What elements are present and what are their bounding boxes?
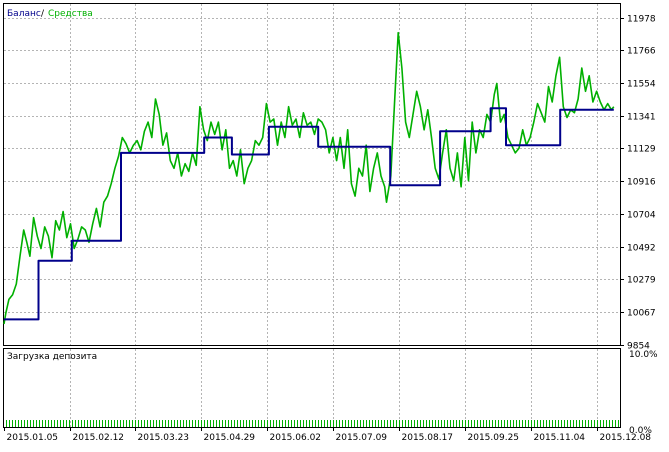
lower-panel-top-label: 10.0% <box>629 350 658 360</box>
x-tick-label: 2015.02.12 <box>73 433 125 443</box>
lower-plot-frame <box>3 348 621 428</box>
y-tick-label: 9854 <box>627 342 650 352</box>
x-tick-label: 2015.01.05 <box>7 433 59 443</box>
y-tick-label: 11129 <box>627 145 656 155</box>
x-tick-label: 2015.11.04 <box>534 433 586 443</box>
y-tick-label: 10704 <box>627 211 656 221</box>
x-tick-label: 2015.07.09 <box>336 433 388 443</box>
series-layer <box>3 31 615 325</box>
equity-line <box>3 31 615 325</box>
lower-panel-bottom-label: 0.0% <box>629 426 652 436</box>
y-tick-label: 10067 <box>627 309 656 319</box>
y-tick-label: 10916 <box>627 178 656 188</box>
lower-panel-title: Загрузка депозита <box>7 352 97 362</box>
lower-grid <box>70 349 598 427</box>
legend-separator: / <box>41 9 45 19</box>
y-tick-label: 11341 <box>627 113 656 123</box>
x-axis-ticks: 2015.01.05 2015.02.12 2015.03.23 2015.04.29… <box>4 427 652 443</box>
x-tick-label: 2015.12.08 <box>600 433 652 443</box>
x-tick-label: 2015.08.17 <box>402 433 454 443</box>
legend-balance: Баланс <box>7 9 41 19</box>
y-tick-label: 11766 <box>627 47 656 57</box>
y-tick-label: 11978 <box>627 15 656 25</box>
y-axis-ticks: 11978 11766 11554 11341 11129 10916 10704 10492… <box>620 15 656 352</box>
deposit-load-bars <box>6 420 619 427</box>
x-tick-label: 2015.04.29 <box>204 433 256 443</box>
x-tick-label: 2015.03.23 <box>138 433 190 443</box>
y-tick-label: 11554 <box>627 80 656 90</box>
x-tick-label: 2015.06.02 <box>270 433 322 443</box>
main-plot-frame <box>3 3 621 346</box>
x-tick-label: 2015.09.25 <box>468 433 520 443</box>
y-tick-label: 10279 <box>627 276 656 286</box>
balance-line <box>4 107 614 321</box>
legend: Баланс / Средства <box>7 9 93 19</box>
legend-equity: Средства <box>48 9 93 19</box>
y-tick-label: 10492 <box>627 244 656 254</box>
